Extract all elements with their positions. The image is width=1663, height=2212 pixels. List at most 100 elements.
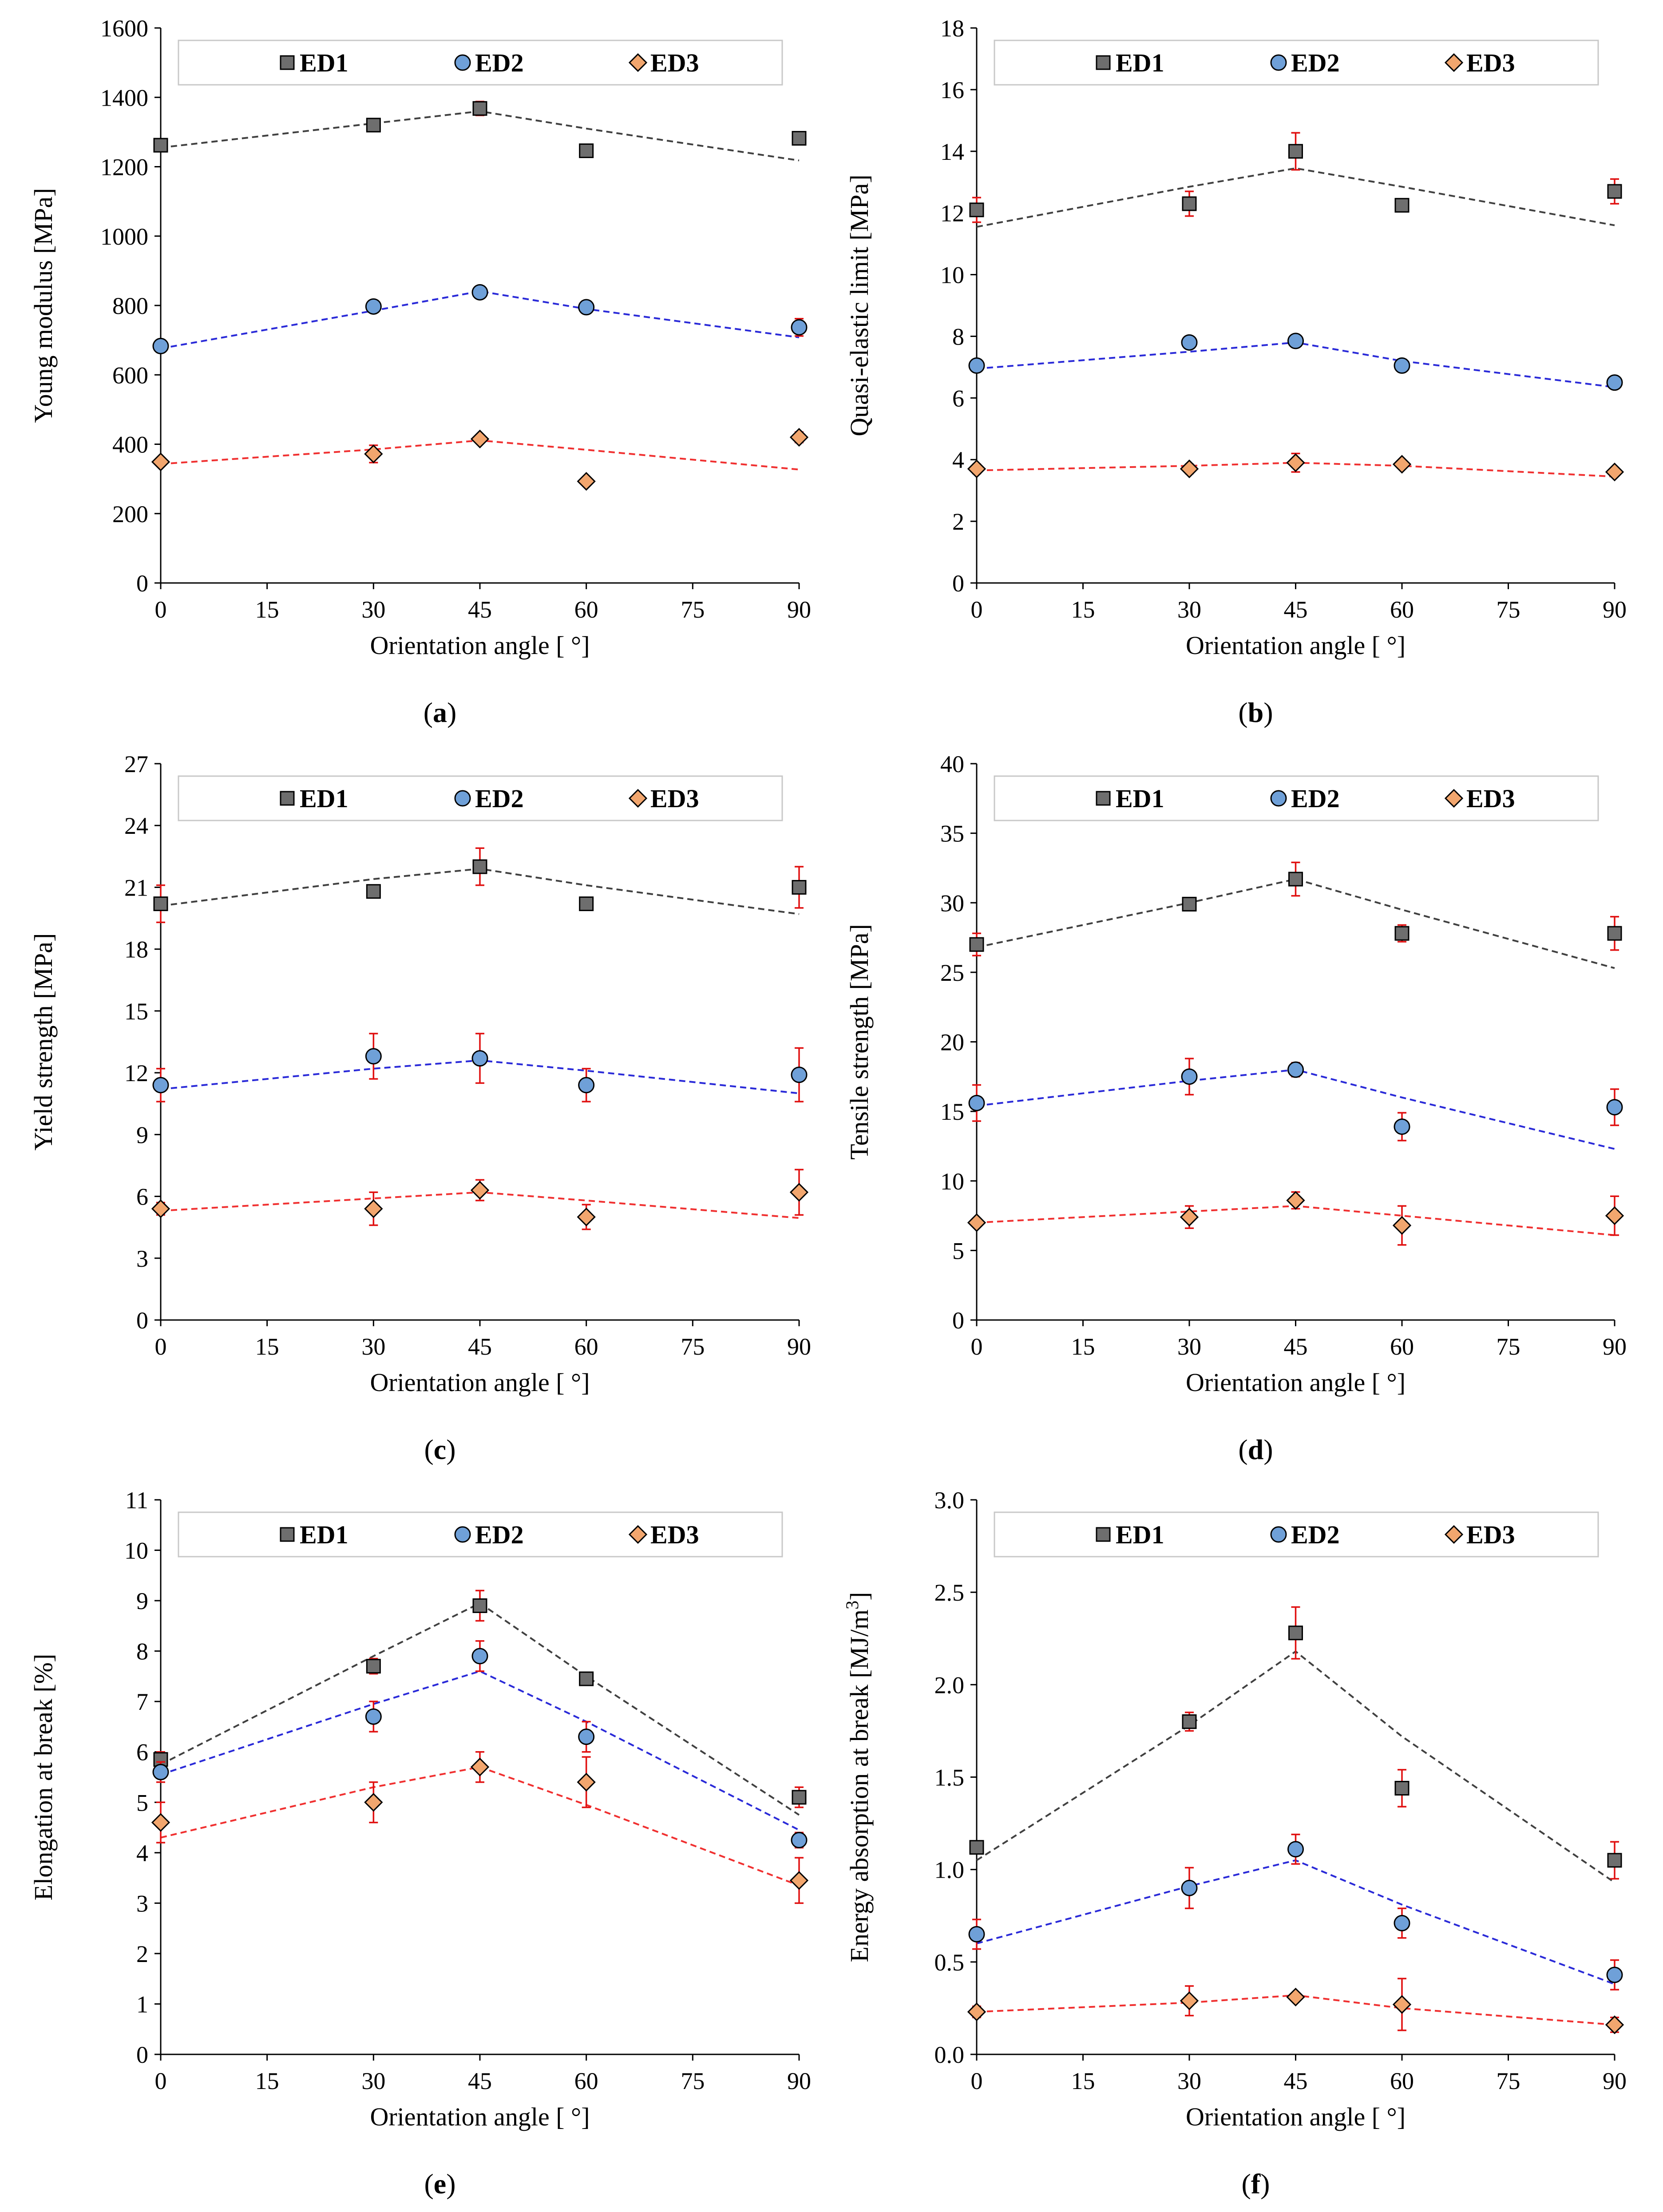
data-point <box>472 859 487 874</box>
x-tick-label: 45 <box>468 2068 492 2094</box>
data-point <box>967 459 986 479</box>
trend-line <box>160 1670 800 1831</box>
data-point <box>578 299 595 316</box>
x-tick-label: 60 <box>574 2068 598 2094</box>
data-point <box>1606 1099 1623 1116</box>
trend-line <box>976 341 1615 388</box>
legend-box <box>994 775 1599 821</box>
x-tick-label: 0 <box>155 2068 167 2094</box>
y-tick-label: 800 <box>112 293 148 319</box>
trend-line <box>976 1859 1615 1985</box>
trend-line <box>976 1069 1615 1150</box>
data-point <box>152 1077 169 1094</box>
series-ed2 <box>968 1058 1623 1150</box>
data-point <box>471 1648 488 1665</box>
legend-label-ed1: ED1 <box>1116 784 1164 813</box>
x-tick-label: 90 <box>787 1333 811 1360</box>
data-point <box>792 880 807 895</box>
data-point <box>1288 1625 1303 1641</box>
data-point <box>789 1183 809 1202</box>
data-point <box>1607 184 1622 199</box>
legend-marker-ed3 <box>1444 1525 1464 1544</box>
y-tick-label: 18 <box>940 15 964 42</box>
legend-box <box>178 40 783 86</box>
y-tick-label: 24 <box>124 813 148 839</box>
legend-marker-ed2 <box>454 54 471 71</box>
x-tick-label: 0 <box>971 1333 983 1360</box>
chart-panel-d: 0 5 10 15 20 25 30 35 40 0 15 30 45 60 75 90 Orientation… <box>845 751 1627 1465</box>
legend-marker-ed2 <box>454 790 471 807</box>
x-tick-label: 0 <box>155 596 167 623</box>
y-tick-label: 2 <box>952 508 964 535</box>
y-tick-label: 1400 <box>100 84 148 111</box>
data-point <box>1606 1966 1623 1983</box>
data-point <box>1286 453 1305 472</box>
x-tick-label: 15 <box>255 1333 279 1360</box>
chart-panel-a: 0 200 400 600 800 1000 1200 1400 1600 0 15 30 45 60 75… <box>29 15 811 728</box>
x-tick-label: 60 <box>1390 1333 1414 1360</box>
y-tick-label: 10 <box>124 1538 148 1564</box>
series-ed3 <box>151 428 809 491</box>
data-point <box>792 131 807 146</box>
data-point <box>1394 357 1410 374</box>
legend-label-ed1: ED1 <box>300 1520 348 1549</box>
x-tick-label: 15 <box>1071 2068 1095 2094</box>
x-tick-label: 90 <box>787 2068 811 2094</box>
legend-marker-ed1 <box>280 1527 295 1542</box>
series-ed3 <box>967 1978 1624 2034</box>
legend-box <box>994 40 1599 86</box>
data-point <box>969 1840 984 1855</box>
x-axis-label: Orientation angle [ °] <box>370 1368 590 1397</box>
y-tick-label: 10 <box>940 262 964 289</box>
panel-caption: (d) <box>1238 1434 1273 1465</box>
y-tick-label: 6 <box>952 385 964 412</box>
data-point <box>470 429 490 448</box>
y-axis-label: Young modulus [MPa] <box>29 188 58 423</box>
x-tick-label: 30 <box>1177 1333 1201 1360</box>
series-ed1 <box>969 861 1622 969</box>
y-tick-label: 3 <box>136 1890 148 1917</box>
panel-caption: (b) <box>1238 697 1273 728</box>
legend-marker-ed2 <box>1270 1526 1287 1543</box>
y-tick-label: 3.0 <box>934 1487 965 1514</box>
data-point <box>153 896 168 912</box>
trend-line <box>160 1602 800 1816</box>
data-point <box>1394 198 1410 213</box>
legend-label-ed3: ED3 <box>650 1520 699 1549</box>
y-tick-label: 0 <box>136 2042 148 2068</box>
x-axis-label: Orientation angle [ °] <box>370 631 590 660</box>
legend-label-ed3: ED3 <box>1466 48 1515 77</box>
y-tick-label: 2.0 <box>934 1672 965 1698</box>
data-point <box>366 1659 381 1674</box>
legend-marker-ed2 <box>1270 790 1287 807</box>
data-point <box>365 1708 382 1725</box>
x-axis-label: Orientation angle [ °] <box>370 2102 590 2131</box>
data-point <box>1394 1780 1410 1796</box>
data-point <box>789 428 809 447</box>
data-point <box>1182 1714 1197 1729</box>
trend-line <box>976 878 1615 969</box>
y-axis-label: Energy absorption at break [MJ/m3] <box>842 1592 874 1962</box>
data-point <box>968 1094 985 1111</box>
data-point <box>789 1871 809 1890</box>
data-point <box>1392 455 1412 474</box>
data-point <box>791 319 808 336</box>
data-point <box>152 337 169 354</box>
panel-caption: (a) <box>424 697 457 728</box>
x-tick-label: 45 <box>1284 1333 1308 1360</box>
x-tick-label: 75 <box>681 2068 705 2094</box>
data-point <box>151 452 170 472</box>
x-tick-label: 90 <box>1603 1333 1627 1360</box>
series-ed3 <box>151 1751 809 1904</box>
legend-label-ed2: ED2 <box>475 48 524 77</box>
y-tick-label: 15 <box>940 1098 964 1125</box>
y-axis-label: Tensile strength [MPa] <box>845 924 874 1160</box>
legend-label-ed1: ED1 <box>1116 48 1164 77</box>
data-point <box>1605 1206 1624 1225</box>
data-point <box>1394 926 1410 941</box>
x-axis-label: Orientation angle [ °] <box>1186 1368 1406 1397</box>
data-point <box>578 1077 595 1094</box>
y-tick-label: 600 <box>112 362 148 388</box>
